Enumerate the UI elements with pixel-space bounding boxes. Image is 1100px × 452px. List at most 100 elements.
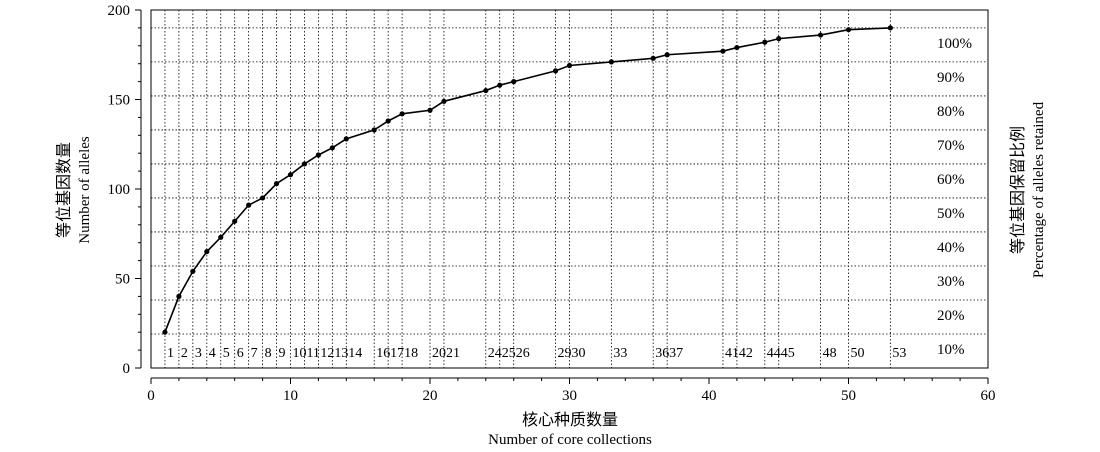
data-point xyxy=(260,195,266,201)
data-point xyxy=(246,202,252,208)
percent-label: 60% xyxy=(937,172,965,188)
y-axis-label-en: Number of alleles xyxy=(77,136,93,244)
x-axis-label-en: Number of core collections xyxy=(488,432,652,448)
data-point xyxy=(190,268,196,274)
data-point xyxy=(762,39,768,45)
percent-label: 10% xyxy=(937,342,965,358)
data-point xyxy=(399,111,405,117)
data-point xyxy=(483,87,489,94)
data-point xyxy=(315,152,321,158)
data-point xyxy=(385,118,391,124)
percent-label: 70% xyxy=(937,138,965,154)
data-point xyxy=(497,82,503,88)
data-point xyxy=(162,329,168,335)
y-tick-label: 200 xyxy=(108,3,131,19)
percent-label: 20% xyxy=(937,308,965,324)
percent-label: 90% xyxy=(937,70,965,86)
point-label: 30 xyxy=(572,346,586,361)
percent-label: 50% xyxy=(937,206,965,222)
point-label: 12 xyxy=(320,346,334,361)
data-point xyxy=(441,98,447,104)
point-label: 1 xyxy=(167,346,174,361)
axis-layer: 0 10 20 30 40 50 60 0 50 100 150 200 xyxy=(108,3,996,404)
point-label: 36 xyxy=(655,346,669,361)
series-layer xyxy=(162,25,893,335)
point-label: 18 xyxy=(404,346,418,361)
data-point xyxy=(204,249,210,255)
point-label: 42 xyxy=(739,346,753,361)
point-label: 33 xyxy=(613,346,627,361)
data-point xyxy=(371,127,377,133)
data-point xyxy=(329,145,335,151)
point-label: 17 xyxy=(390,346,404,361)
data-point xyxy=(818,32,824,38)
data-point xyxy=(218,234,224,240)
data-point xyxy=(734,44,740,51)
point-label: 2 xyxy=(181,346,188,361)
data-point xyxy=(552,68,559,74)
data-point xyxy=(343,136,349,142)
grid-layer xyxy=(151,10,988,368)
point-label: 10 xyxy=(293,346,307,361)
x-tick-label: 30 xyxy=(562,388,577,404)
point-label: 13 xyxy=(334,346,348,361)
label-layer: 1 2 3 4 5 6 7 8 9 10 11 12 13 14 16 17 18 20 21 24 25 26 29 30 3… xyxy=(167,36,972,361)
y-tick-label: 50 xyxy=(115,272,130,288)
point-label: 3 xyxy=(195,346,202,361)
point-label: 26 xyxy=(516,346,530,361)
point-label: 16 xyxy=(376,346,390,361)
point-label: 44 xyxy=(767,346,781,361)
point-label: 25 xyxy=(502,346,516,361)
x-tick-label: 0 xyxy=(147,388,155,404)
point-label: 45 xyxy=(781,346,795,361)
plot-frame xyxy=(150,9,989,369)
point-label: 37 xyxy=(669,346,683,361)
y-tick-label: 100 xyxy=(108,182,131,198)
point-label: 11 xyxy=(306,346,319,361)
data-point xyxy=(776,36,782,42)
data-point xyxy=(427,107,433,113)
x-tick-label: 60 xyxy=(981,388,996,404)
point-label: 5 xyxy=(223,346,230,361)
data-point xyxy=(273,181,280,187)
data-point xyxy=(608,59,614,65)
y-tick-label: 0 xyxy=(123,361,131,377)
point-label: 9 xyxy=(279,346,286,361)
point-label: 14 xyxy=(348,346,362,361)
x-tick-label: 40 xyxy=(702,388,717,404)
data-point xyxy=(887,25,893,31)
point-label: 29 xyxy=(558,346,572,361)
data-point xyxy=(845,27,852,33)
percent-label: 30% xyxy=(937,274,965,290)
x-axis-label-cn: 核心种质数量 xyxy=(522,411,618,429)
data-point xyxy=(511,79,517,85)
percent-label: 100% xyxy=(937,36,972,52)
data-point xyxy=(232,218,238,224)
point-label: 6 xyxy=(237,346,244,361)
percent-label: 80% xyxy=(937,104,965,120)
allele-count-line xyxy=(164,27,891,333)
y-tick-label: 150 xyxy=(108,93,131,109)
point-label: 48 xyxy=(823,346,837,361)
data-point xyxy=(287,172,294,178)
data-point xyxy=(301,161,308,167)
y2-axis-label-en: Percentage of alleles retained xyxy=(1031,101,1047,278)
point-label: 21 xyxy=(446,346,460,361)
y-axis-label-cn: 等位基因数量 xyxy=(55,142,73,238)
point-label: 24 xyxy=(488,346,502,361)
data-point xyxy=(566,62,573,69)
x-tick-label: 20 xyxy=(423,388,438,404)
point-label: 20 xyxy=(432,346,446,361)
point-label: 4 xyxy=(209,346,216,361)
point-label: 53 xyxy=(892,346,906,361)
data-point xyxy=(664,52,670,58)
point-label: 50 xyxy=(851,346,865,361)
data-point xyxy=(176,293,182,299)
y2-axis-label-cn: 等位基因保留比例 xyxy=(1009,126,1027,254)
point-label: 8 xyxy=(265,346,272,361)
data-point xyxy=(650,55,656,61)
percent-label: 40% xyxy=(937,240,965,256)
x-tick-label: 10 xyxy=(283,388,298,404)
data-point xyxy=(720,48,726,54)
